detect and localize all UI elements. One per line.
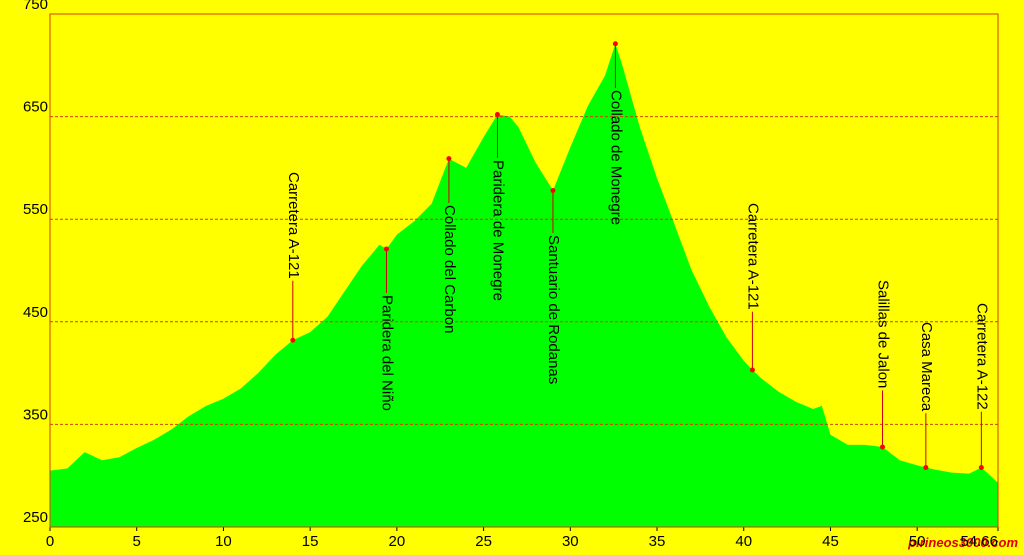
elevation-area [50,43,998,528]
y-tick-label: 550 [23,201,48,218]
waypoint-label: Salillas de Jalon [875,280,892,388]
x-tick-label: 0 [46,533,54,550]
waypoint-marker [749,367,755,373]
y-tick-label: 650 [23,99,48,116]
x-tick-label: 40 [735,533,752,550]
x-tick-label: 50 [909,533,926,550]
waypoint-marker [494,112,500,118]
x-tick-label: 25 [475,533,492,550]
x-tick-label: 35 [649,533,666,550]
y-tick-label: 450 [23,304,48,321]
waypoint-marker [383,246,389,252]
waypoint-marker [978,464,984,470]
waypoint-marker [923,464,929,470]
y-tick-label: 750 [23,0,48,13]
waypoint-label: Carretera A-121 [285,172,302,279]
waypoint-label: Casa Mareca [918,322,935,412]
waypoint-label: Carretera A-121 [744,203,761,310]
y-tick-label: 350 [23,406,48,423]
waypoint-label: Collado del Carbon [441,205,458,333]
x-tick-label: 15 [302,533,319,550]
x-tick-label: 30 [562,533,579,550]
x-tick-label: 20 [389,533,406,550]
waypoint-label: Paridera de Monegre [489,160,506,301]
x-tick-label: 5 [133,533,141,550]
x-tick-label: 10 [215,533,232,550]
waypoint-marker [550,187,556,193]
x-tick-label: 54.66 [960,533,998,550]
y-tick-label: 250 [23,509,48,526]
watermark: pirineos3000.com [907,535,1018,550]
waypoint-marker [290,337,296,343]
x-tick-label: 45 [822,533,839,550]
plot-border [49,13,999,528]
waypoint-label: Collado de Monegre [607,90,624,225]
waypoint-label: Santuario de Rodanas [545,235,562,384]
waypoint-label: Paridera del Niño [378,295,395,411]
waypoint-marker [446,156,452,162]
waypoint-marker [612,41,618,47]
waypoint-label: Carretera A-122 [973,303,990,410]
waypoint-marker [879,444,885,450]
